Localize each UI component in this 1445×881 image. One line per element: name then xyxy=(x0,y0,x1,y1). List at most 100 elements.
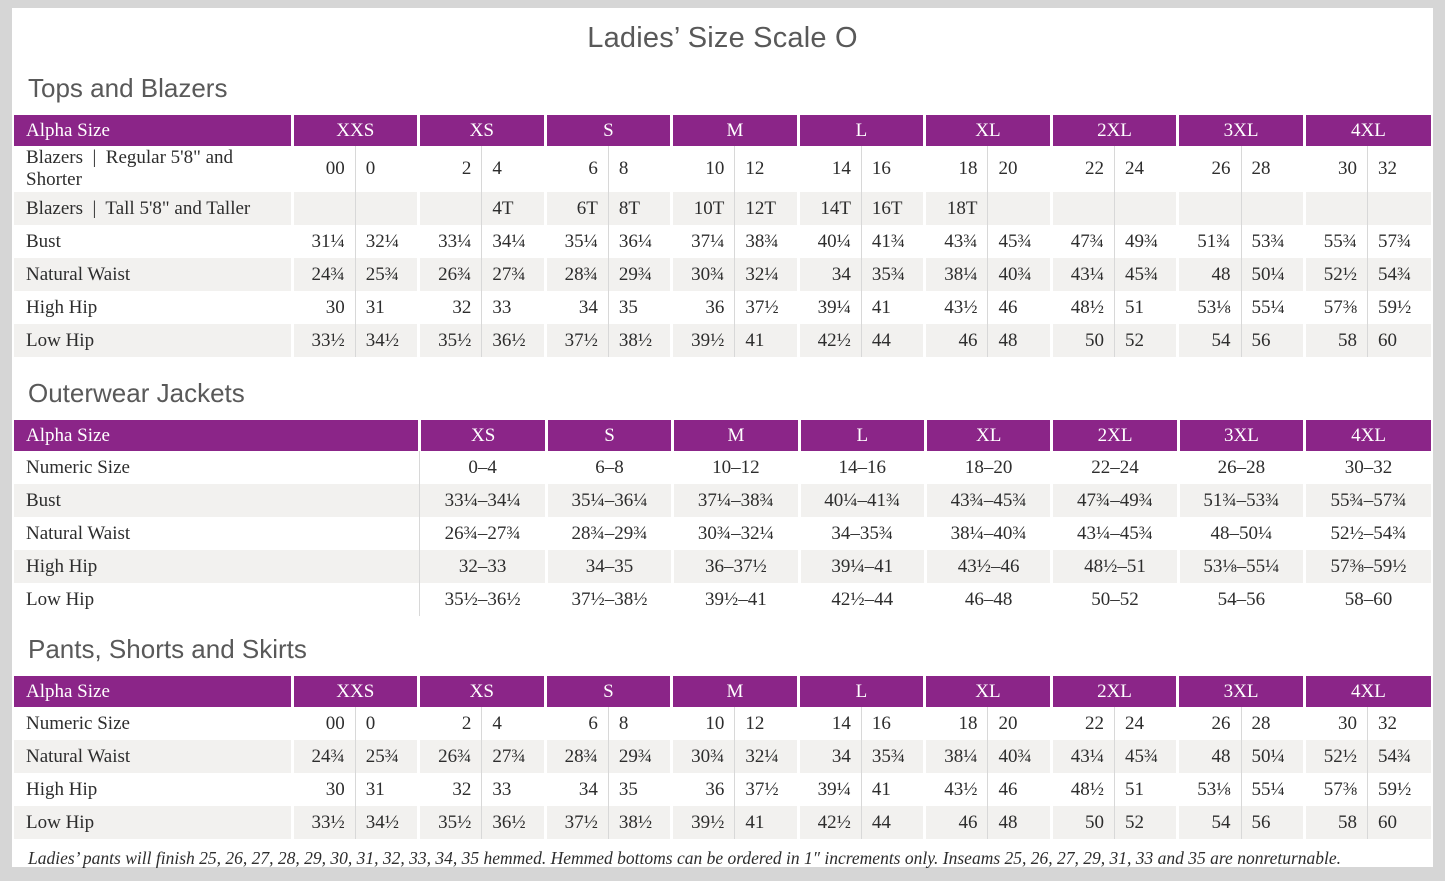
size-value-cell: 50 xyxy=(1049,324,1115,357)
row-label: Numeric Size xyxy=(14,451,420,484)
size-value-cell: 8T xyxy=(607,192,672,225)
size-value-cell: 28¾–29¾ xyxy=(544,517,673,550)
size-value-cell: 54–56 xyxy=(1176,583,1305,616)
size-value-cell: 53⅛–55¼ xyxy=(1176,550,1305,583)
size-value-cell: 30¾ xyxy=(670,258,735,291)
size-value-cell: 32¼ xyxy=(734,740,799,773)
size-value-cell: 24¾ xyxy=(290,258,356,291)
row-label: Blazers | Tall 5'8" and Taller xyxy=(14,192,293,225)
size-value-cell: 36–37½ xyxy=(671,550,800,583)
size-value-cell: 60 xyxy=(1367,806,1431,839)
size-value-cell: 26¾ xyxy=(417,740,482,773)
size-value-cell: 26 xyxy=(1176,707,1242,740)
size-value-cell: 47¾ xyxy=(1049,225,1115,258)
column-header-xxs: XXS xyxy=(290,115,419,146)
size-value-cell: 26¾–27¾ xyxy=(419,517,547,550)
size-value-cell: 43½ xyxy=(923,291,988,324)
size-table-pants-shorts-and-skirts: Alpha Size XXS XS S M L XL 2XL 3XL 4XL Numeric Siz… xyxy=(14,676,1431,839)
size-value-cell: 35¼–36¼ xyxy=(544,484,673,517)
size-value-cell: 12T xyxy=(734,192,799,225)
size-value-cell: 6 xyxy=(543,707,609,740)
column-header-m: M xyxy=(671,420,800,451)
row-label: Numeric Size xyxy=(14,707,293,740)
size-value-cell: 48½–51 xyxy=(1050,550,1179,583)
size-value-cell xyxy=(290,192,356,225)
size-value-cell: 36 xyxy=(670,291,735,324)
column-header-xs: XS xyxy=(417,115,546,146)
size-value-cell: 46 xyxy=(923,324,988,357)
size-value-cell: 18T xyxy=(923,192,988,225)
column-header-2xl: 2XL xyxy=(1050,420,1179,451)
table-row: Bust 33¼–34¼ 35¼–36¼ 37¼–38¾ 40¼–41¾ 43¾–45¾ 4… xyxy=(14,484,1431,517)
header-row: Alpha Size XXS XS S M L XL 2XL 3XL 4XL xyxy=(14,676,1431,707)
size-value-cell: 35 xyxy=(607,773,672,806)
size-value-cell: 52 xyxy=(1113,806,1178,839)
size-value-cell: 38½ xyxy=(607,806,672,839)
size-value-cell xyxy=(1049,192,1115,225)
section-heading-tops-and-blazers: Tops and Blazers xyxy=(28,73,228,103)
size-value-cell: 42½ xyxy=(796,324,862,357)
size-value-cell: 48½ xyxy=(1049,291,1115,324)
size-value-cell: 52½–54¾ xyxy=(1303,517,1431,550)
size-value-cell xyxy=(1176,192,1242,225)
size-value-cell: 16 xyxy=(860,146,925,192)
size-value-cell: 40¼ xyxy=(796,225,862,258)
size-value-cell: 34 xyxy=(796,740,862,773)
size-value-cell: 39½–41 xyxy=(671,583,800,616)
size-value-cell xyxy=(1302,192,1368,225)
size-value-cell: 30 xyxy=(290,773,356,806)
size-value-cell: 4T xyxy=(481,192,546,225)
size-value-cell: 40¾ xyxy=(987,258,1052,291)
size-value-cell: 43½ xyxy=(923,773,988,806)
row-label: Blazers | Regular 5'8" and Shorter xyxy=(14,146,293,192)
size-value-cell: 6 xyxy=(543,146,609,192)
size-value-cell: 31 xyxy=(354,291,419,324)
size-value-cell xyxy=(987,192,1052,225)
size-value-cell: 10 xyxy=(670,146,735,192)
size-value-cell: 18 xyxy=(923,146,988,192)
size-value-cell: 37½–38½ xyxy=(544,583,673,616)
size-value-cell: 32 xyxy=(1367,707,1431,740)
size-value-cell: 54 xyxy=(1176,324,1242,357)
size-value-cell: 0 xyxy=(354,707,419,740)
size-value-cell: 14–16 xyxy=(797,451,926,484)
size-value-cell: 39½ xyxy=(670,324,735,357)
size-value-cell xyxy=(1367,192,1431,225)
size-value-cell: 8 xyxy=(607,707,672,740)
size-value-cell: 28 xyxy=(1240,707,1305,740)
column-header-2xl: 2XL xyxy=(1049,115,1178,146)
size-value-cell: 33½ xyxy=(290,324,356,357)
size-value-cell: 24¾ xyxy=(290,740,356,773)
table-row: Natural Waist 24¾ 25¾ 26¾ 27¾ 28¾ 29¾ 30¾ 32¼ 34 3… xyxy=(14,258,1431,291)
size-value-cell: 2 xyxy=(417,146,482,192)
size-value-cell: 18 xyxy=(923,707,988,740)
size-value-cell: 35¼ xyxy=(543,225,609,258)
size-value-cell: 34–35¾ xyxy=(797,517,926,550)
size-value-cell: 48–50¼ xyxy=(1176,517,1305,550)
size-value-cell: 10 xyxy=(670,707,735,740)
size-value-cell: 44 xyxy=(860,324,925,357)
size-value-cell: 29¾ xyxy=(607,740,672,773)
size-value-cell: 42½–44 xyxy=(797,583,926,616)
size-value-cell: 16 xyxy=(860,707,925,740)
size-value-cell: 55¾ xyxy=(1302,225,1368,258)
alpha-size-header: Alpha Size xyxy=(14,420,420,451)
size-value-cell: 27¾ xyxy=(481,740,546,773)
size-value-cell: 45¾ xyxy=(1113,740,1178,773)
column-header-4xl: 4XL xyxy=(1302,676,1431,707)
size-value-cell: 58 xyxy=(1302,324,1368,357)
size-value-cell: 51 xyxy=(1113,773,1178,806)
size-value-cell: 34 xyxy=(543,773,609,806)
size-table-tops-and-blazers: Alpha Size XXS XS S M L XL 2XL 3XL 4XL Blazers | R… xyxy=(14,115,1431,357)
size-value-cell: 34 xyxy=(543,291,609,324)
size-value-cell: 32–33 xyxy=(419,550,547,583)
size-value-cell: 48 xyxy=(1176,258,1242,291)
size-value-cell: 25¾ xyxy=(354,740,419,773)
size-value-cell: 33 xyxy=(481,773,546,806)
column-header-s: S xyxy=(543,676,672,707)
size-value-cell: 32¼ xyxy=(734,258,799,291)
table-row: Blazers | Tall 5'8" and Taller 4T 6T 8T 10T 1… xyxy=(14,192,1431,225)
size-value-cell: 56 xyxy=(1240,324,1305,357)
size-value-cell: 30 xyxy=(290,291,356,324)
size-value-cell: 45¾ xyxy=(1113,258,1178,291)
